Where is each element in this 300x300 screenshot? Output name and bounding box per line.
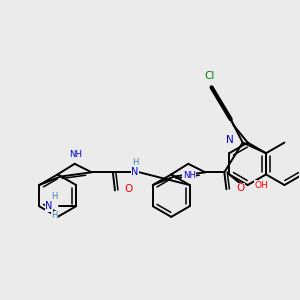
Text: O: O bbox=[236, 183, 244, 193]
Text: N: N bbox=[226, 135, 234, 146]
Text: NH: NH bbox=[69, 150, 82, 159]
Text: Cl: Cl bbox=[204, 71, 214, 81]
Text: H: H bbox=[132, 158, 138, 167]
Text: H: H bbox=[52, 192, 58, 201]
Text: NH: NH bbox=[183, 171, 196, 180]
Text: N: N bbox=[131, 167, 139, 177]
Text: N: N bbox=[45, 201, 53, 211]
Text: OH: OH bbox=[255, 181, 268, 190]
Text: O: O bbox=[124, 184, 133, 194]
Text: H: H bbox=[52, 211, 58, 220]
